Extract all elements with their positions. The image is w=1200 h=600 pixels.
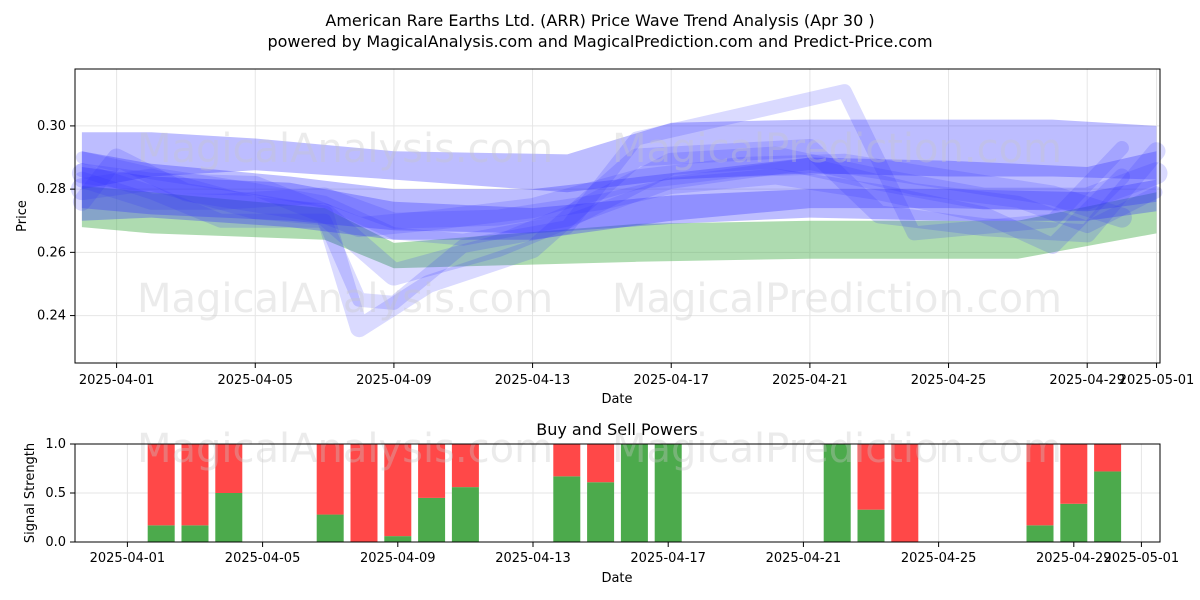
sell-bar	[587, 444, 615, 483]
x-tick-label: 2025-04-01	[90, 551, 166, 566]
buy-bar	[316, 514, 344, 542]
green-wave-band	[81, 186, 1157, 269]
buy-bar	[620, 444, 648, 542]
y-tick-label: 0.24	[37, 309, 66, 324]
x-tick-label: 2025-05-01	[1119, 373, 1195, 388]
sell-bar	[1060, 444, 1088, 504]
buy-bar	[451, 487, 479, 542]
buy-bar	[857, 509, 885, 542]
buy-bar	[181, 525, 209, 542]
watermark-prediction: MagicalPrediction.com	[612, 276, 1062, 322]
sell-bar	[1094, 444, 1122, 472]
buy-bar	[384, 536, 412, 542]
sell-bar	[451, 444, 479, 488]
price-y-axis: 0.24 0.26 0.28 0.30	[37, 119, 75, 324]
buy-bar	[1094, 471, 1122, 542]
buy-bar	[215, 493, 243, 542]
signal-bars	[147, 444, 1122, 542]
chart-subtitle: powered by MagicalAnalysis.com and Magic…	[267, 32, 932, 51]
signal-strength-chart: Buy and Sell Powers MagicalAnalysis.com …	[23, 420, 1179, 586]
price-wave-line	[71, 153, 1132, 238]
signal-chart-title: Buy and Sell Powers	[536, 420, 698, 439]
sell-bar	[1026, 444, 1054, 526]
signal-y-axis: 0.0 0.5 1.0	[45, 437, 75, 550]
price-plot-frame	[74, 68, 1161, 364]
sell-bar	[181, 444, 209, 526]
watermark-analysis: MagicalAnalysis.com	[137, 426, 553, 472]
buy-bar	[654, 444, 682, 542]
x-tick-label: 2025-04-25	[911, 373, 987, 388]
y-tick-label: 0.26	[37, 245, 66, 260]
buy-bar	[418, 497, 446, 542]
sell-bar	[553, 444, 581, 477]
blue-wave-band	[81, 151, 1157, 240]
buy-bar	[553, 476, 581, 542]
x-tick-label: 2025-04-29	[1036, 551, 1112, 566]
x-tick-label: 2025-04-25	[901, 551, 977, 566]
sell-bar	[418, 444, 446, 498]
x-tick-label: 2025-04-13	[495, 373, 571, 388]
buy-bar	[823, 444, 851, 542]
x-tick-label: 2025-04-09	[356, 373, 432, 388]
x-tick-label: 2025-04-29	[1049, 373, 1125, 388]
x-tick-label: 2025-05-01	[1104, 551, 1180, 566]
price-wave-line	[75, 151, 1163, 246]
buy-bar	[1060, 503, 1088, 542]
price-wave-line	[70, 146, 1168, 286]
blue-wave-band	[81, 119, 1157, 193]
price-y-axis-label: Price	[15, 200, 30, 232]
watermark-prediction: MagicalPrediction.com	[612, 426, 1062, 472]
y-tick-label: 0.30	[37, 119, 66, 134]
watermark-analysis: MagicalAnalysis.com	[137, 126, 553, 172]
sell-bar	[316, 444, 344, 515]
buy-bar	[147, 525, 175, 542]
price-wave-line	[74, 84, 1129, 310]
signal-x-axis-label: Date	[601, 571, 632, 586]
chart-title: American Rare Earths Ltd. (ARR) Price Wa…	[325, 11, 874, 30]
watermark-prediction: MagicalPrediction.com	[612, 126, 1062, 172]
sell-bar	[147, 444, 175, 526]
sell-bar	[857, 444, 885, 510]
signal-x-axis: 2025-04-01 2025-04-05 2025-04-09 2025-04-13…	[90, 542, 1180, 566]
y-tick-label: 0.0	[45, 535, 66, 550]
x-tick-label: 2025-04-21	[772, 373, 848, 388]
price-x-axis-label: Date	[601, 392, 632, 407]
price-wave-line	[73, 168, 1130, 254]
price-grid	[75, 69, 1160, 363]
price-plot-area	[75, 69, 1160, 363]
price-x-axis: 2025-04-01 2025-04-05 2025-04-09 2025-04-13…	[79, 363, 1194, 388]
x-tick-label: 2025-04-17	[633, 373, 709, 388]
price-wave-bands	[81, 119, 1157, 269]
x-tick-label: 2025-04-01	[79, 373, 155, 388]
watermark-analysis: MagicalAnalysis.com	[137, 276, 553, 322]
price-wave-chart: MagicalAnalysis.com MagicalPrediction.co…	[15, 68, 1194, 407]
signal-watermarks: MagicalAnalysis.com MagicalPrediction.co…	[137, 426, 1062, 472]
x-tick-label: 2025-04-17	[630, 551, 706, 566]
buy-bar	[1026, 525, 1054, 542]
sell-bar	[384, 444, 412, 537]
sell-bar	[215, 444, 243, 493]
y-tick-label: 0.5	[45, 486, 66, 501]
blue-wave-band	[81, 167, 1157, 234]
buy-bar	[587, 482, 615, 542]
price-wave-line	[72, 139, 1166, 338]
x-tick-label: 2025-04-09	[360, 551, 436, 566]
y-tick-label: 0.28	[37, 182, 66, 197]
signal-y-axis-label: Signal Strength	[23, 443, 38, 543]
price-wave-lines	[70, 84, 1168, 338]
y-tick-label: 1.0	[45, 437, 66, 452]
x-tick-label: 2025-04-21	[766, 551, 842, 566]
price-watermarks: MagicalAnalysis.com MagicalPrediction.co…	[137, 126, 1062, 322]
x-tick-label: 2025-04-13	[495, 551, 571, 566]
x-tick-label: 2025-04-05	[225, 551, 301, 566]
x-tick-label: 2025-04-05	[217, 373, 293, 388]
sell-bar	[891, 444, 919, 542]
sell-bar	[350, 444, 378, 542]
